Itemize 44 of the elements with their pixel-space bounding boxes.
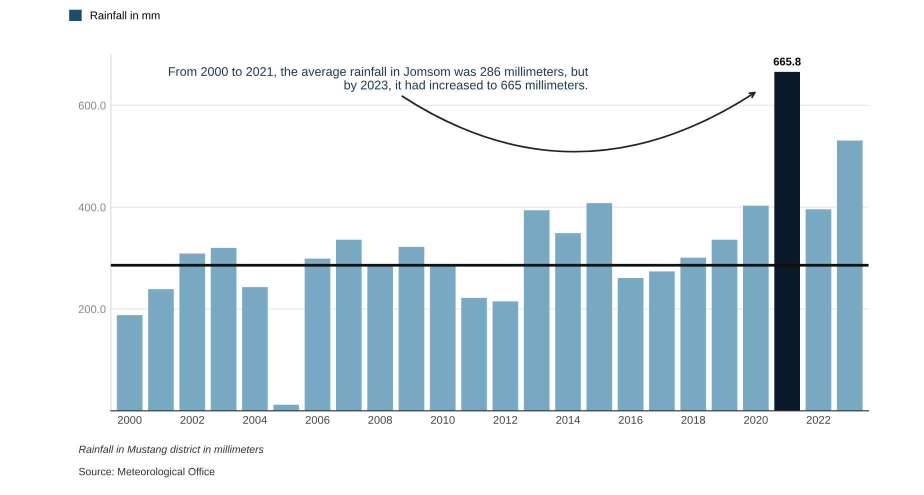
y-tick-label: 200.0 xyxy=(78,305,106,314)
y-tick-label: 600.0 xyxy=(78,102,106,110)
text: Rainfall in mm xyxy=(90,11,160,20)
data-label: 665.8 xyxy=(774,58,801,66)
bar xyxy=(680,258,706,411)
bar xyxy=(116,315,142,411)
text: Rainfall in Mustang district in millimeters xyxy=(78,445,264,456)
bar xyxy=(367,266,393,411)
bar xyxy=(649,271,675,411)
bar xyxy=(618,278,644,411)
bar xyxy=(430,265,456,411)
x-tick-label: 2020 xyxy=(744,416,768,424)
bar xyxy=(836,140,863,411)
bar xyxy=(398,246,424,411)
bar xyxy=(242,287,268,411)
x-tick-label: 2006 xyxy=(306,416,330,424)
y-tick-label: 400.0 xyxy=(78,203,106,212)
x-tick-label: 2004 xyxy=(243,416,267,424)
bar xyxy=(179,254,206,411)
bar xyxy=(492,301,518,411)
bar xyxy=(273,404,300,411)
x-tick-label: 2018 xyxy=(681,416,706,424)
bar xyxy=(586,203,612,411)
x-tick-label: 2008 xyxy=(368,416,392,424)
annotation: From 2000 to 2021, the average rainfall in Jomsom was 286 millimeters, but by 2023, it had increased to 665 millimeters. xyxy=(168,66,588,92)
x-tick-label: 2016 xyxy=(618,416,642,424)
x-tick-label: 2022 xyxy=(806,416,830,424)
x-tick-label: 2002 xyxy=(180,416,204,424)
x-tick-label: 2012 xyxy=(494,416,518,424)
source-note: Source: Meteorological Office xyxy=(79,468,215,478)
x-tick-label: 2010 xyxy=(430,416,455,424)
bar xyxy=(461,298,487,411)
bar xyxy=(210,248,236,411)
bar xyxy=(712,240,738,411)
x-tick-label: 2014 xyxy=(556,416,580,424)
bar xyxy=(148,289,174,411)
x-tick-label: 2000 xyxy=(118,416,142,424)
bar xyxy=(806,209,832,411)
bar xyxy=(774,72,800,411)
bar xyxy=(304,258,330,411)
bar xyxy=(555,233,581,411)
bar xyxy=(524,210,550,411)
bar xyxy=(336,240,362,411)
bar xyxy=(743,206,769,411)
